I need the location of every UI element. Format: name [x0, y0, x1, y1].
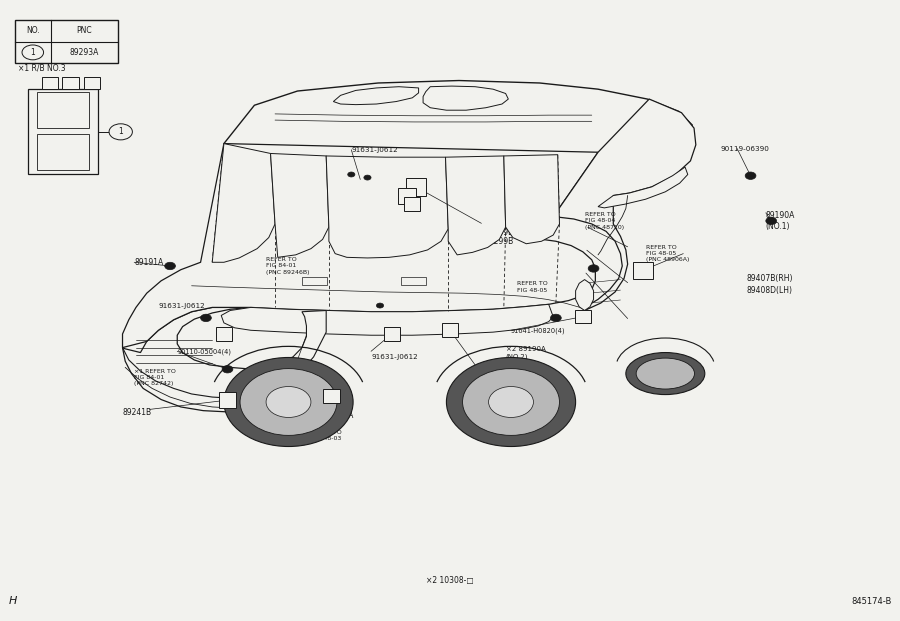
Text: 91631-J0612: 91631-J0612 [158, 302, 205, 309]
Bar [404, 197, 420, 211]
Text: 845174-B: 845174-B [851, 597, 891, 606]
Text: REFER TO
FIG 48-03: REFER TO FIG 48-03 [313, 388, 345, 399]
Text: 89269A: 89269A [324, 411, 354, 420]
Circle shape [201, 314, 212, 322]
Bar [633, 261, 652, 279]
Circle shape [240, 369, 337, 435]
Circle shape [745, 172, 756, 179]
Bar [400, 277, 426, 284]
Polygon shape [446, 156, 506, 255]
Text: REFER TO
FIG 48-03: REFER TO FIG 48-03 [310, 430, 342, 441]
Bar [84, 77, 100, 89]
Text: 91641-H0820(4): 91641-H0820(4) [511, 327, 565, 333]
Bar [216, 327, 232, 341]
Text: 89299B: 89299B [484, 237, 513, 247]
Bar [398, 188, 416, 204]
Bar [442, 324, 458, 337]
Circle shape [364, 175, 371, 180]
Bar [62, 77, 78, 89]
Text: 91631-J0612: 91631-J0612 [371, 355, 418, 360]
Bar [37, 134, 89, 170]
Polygon shape [333, 87, 418, 104]
Circle shape [347, 172, 355, 177]
Text: 89293A: 89293A [69, 48, 99, 57]
Polygon shape [538, 99, 696, 310]
Text: H: H [9, 596, 17, 606]
Circle shape [109, 124, 132, 140]
Bar [219, 392, 237, 408]
Text: REFER TO
FIG 84-01
(PNC 89246B): REFER TO FIG 84-01 (PNC 89246B) [266, 257, 310, 274]
Text: REFER TO
FIG 48-04
(PNC 48710): REFER TO FIG 48-04 (PNC 48710) [585, 212, 624, 230]
Polygon shape [326, 156, 448, 258]
Text: ×1 REFER TO
FIG 84-01
(PNC 82742): ×1 REFER TO FIG 84-01 (PNC 82742) [134, 369, 176, 386]
Circle shape [165, 262, 176, 270]
Polygon shape [576, 279, 594, 310]
Circle shape [766, 217, 777, 225]
Text: 89407B(RH)
89408D(LH): 89407B(RH) 89408D(LH) [746, 274, 793, 294]
Circle shape [489, 386, 534, 417]
Bar [302, 277, 327, 284]
Text: 89299B: 89299B [484, 219, 513, 228]
Polygon shape [598, 167, 688, 208]
Text: REFER TO
FIG 48-05
(PNC 48906A): REFER TO FIG 48-05 (PNC 48906A) [645, 245, 689, 262]
Circle shape [266, 386, 310, 417]
Polygon shape [224, 81, 692, 157]
Text: NO.: NO. [26, 26, 40, 35]
Bar [28, 89, 98, 175]
Text: REFER TO
FIG 84-01
(PNC 89245B): REFER TO FIG 84-01 (PNC 89245B) [308, 204, 352, 222]
Polygon shape [122, 307, 253, 412]
Text: ×2 10308-□: ×2 10308-□ [427, 576, 473, 584]
Polygon shape [248, 310, 326, 403]
Text: 89299: 89299 [533, 219, 557, 228]
Polygon shape [423, 86, 508, 110]
Ellipse shape [626, 353, 705, 394]
Circle shape [446, 358, 576, 446]
Polygon shape [221, 304, 554, 335]
Circle shape [463, 369, 560, 435]
Bar [41, 77, 58, 89]
Circle shape [589, 265, 598, 272]
Text: 89190A
(NO.1): 89190A (NO.1) [766, 211, 796, 231]
Bar [14, 20, 118, 63]
Polygon shape [271, 153, 328, 257]
Circle shape [224, 358, 353, 446]
Text: 90110-05004(4): 90110-05004(4) [177, 348, 231, 355]
Text: PNC: PNC [76, 26, 92, 35]
Bar [323, 389, 339, 402]
Bar [575, 310, 591, 324]
Text: 89293: 89293 [475, 366, 500, 376]
Text: REFER TO
FIG 48-05: REFER TO FIG 48-05 [518, 281, 548, 292]
Circle shape [551, 314, 562, 322]
Bar [37, 93, 89, 128]
Polygon shape [504, 155, 560, 243]
Text: 1: 1 [118, 127, 123, 137]
Bar [406, 178, 426, 196]
Text: 89191A: 89191A [134, 258, 164, 267]
Text: 90119-06390: 90119-06390 [721, 145, 770, 152]
Text: 91631-J0612: 91631-J0612 [351, 147, 398, 153]
Text: ×1 R/B NO.3: ×1 R/B NO.3 [17, 63, 65, 73]
Circle shape [22, 45, 43, 60]
Polygon shape [212, 143, 275, 262]
Ellipse shape [636, 358, 695, 389]
Bar [383, 327, 400, 341]
Text: 89241B: 89241B [122, 408, 151, 417]
Circle shape [222, 366, 233, 373]
Text: 89299B: 89299B [484, 228, 513, 237]
Text: 1: 1 [31, 48, 35, 57]
Text: ×2 89190A
(NO.2): ×2 89190A (NO.2) [506, 345, 545, 360]
Circle shape [376, 303, 383, 308]
Polygon shape [122, 143, 598, 348]
